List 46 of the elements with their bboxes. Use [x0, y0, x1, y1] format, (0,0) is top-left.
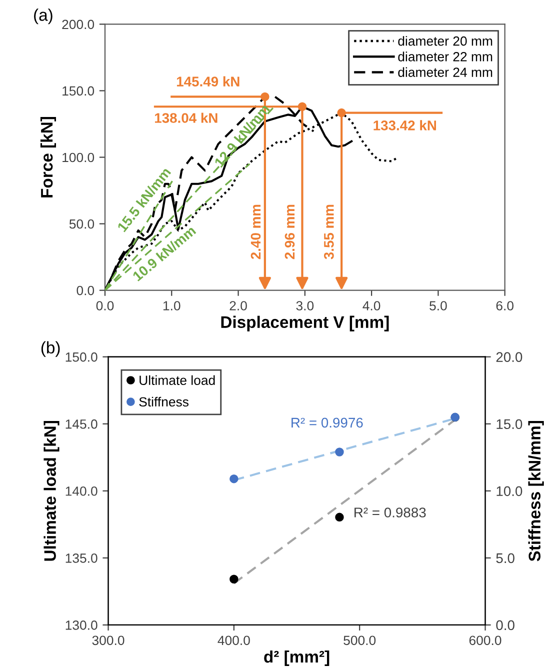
y2-tick-label: 0.0 [496, 620, 514, 630]
x-tick-label: 400.0 [218, 636, 250, 646]
x-tick-label: 4.0 [362, 301, 380, 310]
y-tick-label: 0.0 [76, 286, 94, 296]
annotation: 145.49 kN [176, 76, 240, 86]
legend-label: diameter 24 mm [398, 67, 492, 77]
annotation: 3.55 mm [324, 204, 334, 260]
legend-label: diameter 20 mm [398, 36, 492, 46]
y-tick-label: 50.0 [69, 219, 94, 229]
x-tick-label: 3.0 [296, 301, 314, 310]
x-tick-label: 300.0 [92, 636, 124, 646]
y-tick-label: 100.0 [62, 152, 94, 162]
x-tick-label: 600.0 [469, 636, 502, 646]
chart-title: (b) [41, 341, 60, 357]
y-tick-label: 200.0 [62, 20, 94, 30]
annotation: 2.96 mm [284, 204, 295, 260]
x-tick-label: 2.0 [230, 301, 247, 310]
y-tick-label: 150.0 [62, 86, 94, 96]
x-axis-title: Displacement V [mm] [221, 316, 389, 332]
annotation: 2.40 mm [250, 204, 261, 260]
y-tick-label: 130.0 [66, 620, 98, 630]
y-tick-label: 150.0 [66, 352, 98, 362]
y2-tick-label: 5.0 [496, 553, 514, 564]
x-tick-label: 0.0 [96, 301, 114, 310]
legend-label: diameter 22 mm [398, 52, 492, 62]
y-tick-label: 145.0 [66, 419, 98, 429]
y-tick-label: 140.0 [66, 486, 98, 496]
y2-tick-label: 15.0 [496, 419, 522, 430]
annotation: 138.04 kN [154, 112, 218, 123]
y-axis-title: Ultimate load [kN] [44, 420, 60, 561]
y-axis-title: Force [kN] [40, 116, 56, 198]
x-axis-title: d² [mm²] [264, 650, 330, 666]
chart-title: (a) [34, 8, 52, 24]
y-tick-label: 135.0 [66, 553, 98, 563]
x-tick-label: 5.0 [430, 301, 447, 310]
y2-tick-label: 10.0 [496, 486, 522, 496]
annotation: 133.42 kN [374, 120, 436, 130]
annotation: R² = 0.9883 [354, 508, 426, 518]
x-tick-label: 1.0 [163, 301, 180, 310]
x-tick-label: 6.0 [496, 301, 514, 310]
y2-axis-title: Stiffness [kN/mm] [528, 420, 544, 562]
legend-label: Ultimate load [140, 375, 215, 385]
y2-tick-label: 20.0 [496, 352, 522, 362]
annotation: R² = 0.9976 [292, 418, 363, 428]
x-tick-label: 500.0 [344, 636, 376, 646]
legend-label: Stiffness [139, 396, 188, 407]
